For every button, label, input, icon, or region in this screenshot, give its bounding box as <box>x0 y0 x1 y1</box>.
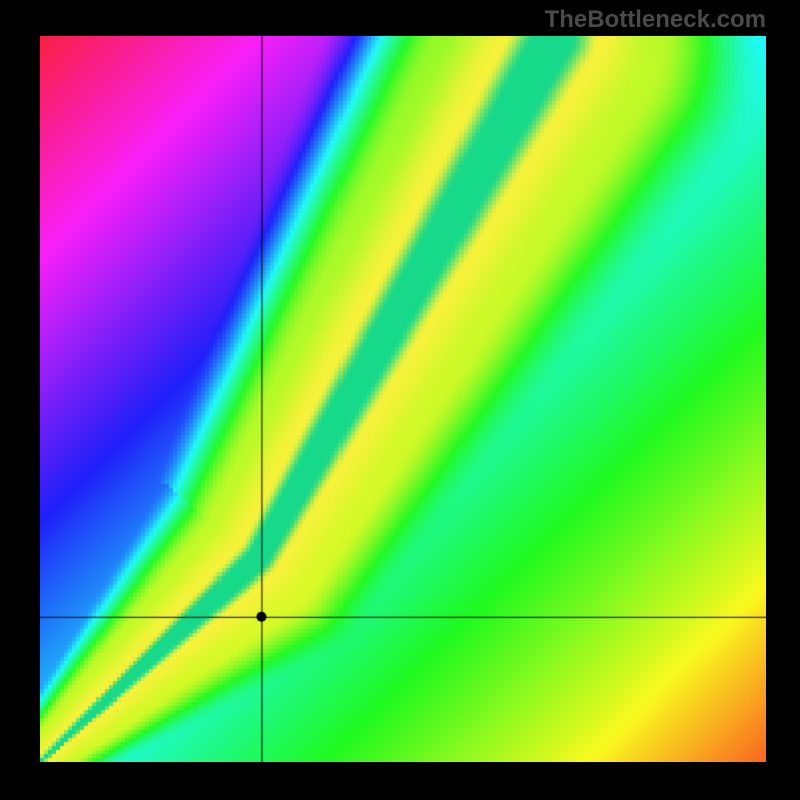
watermark-text: TheBottleneck.com <box>545 6 766 34</box>
chart-container: TheBottleneck.com <box>0 0 800 800</box>
heatmap-canvas <box>40 36 766 762</box>
